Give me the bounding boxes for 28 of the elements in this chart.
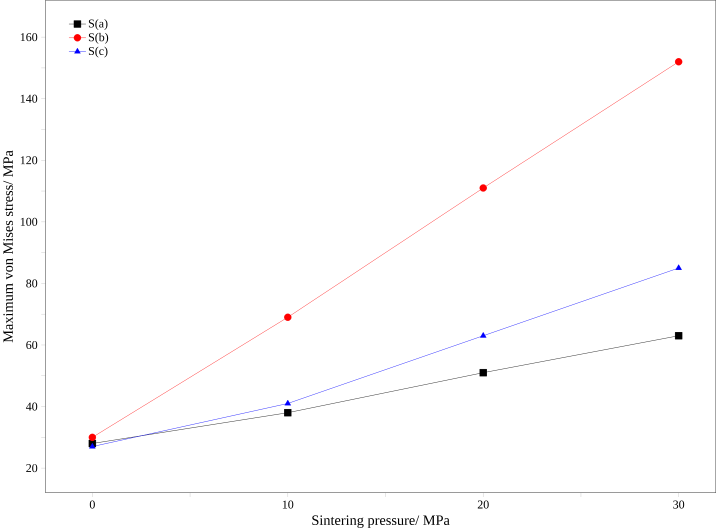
- y-tick-label: 160: [20, 32, 38, 42]
- point: [674, 332, 682, 340]
- point: [284, 408, 292, 416]
- y-tick-label: 140: [20, 94, 38, 103]
- x-axis-title: Sintering pressure/ MPa: [312, 515, 450, 528]
- point: [674, 58, 682, 66]
- y-tick-label: 100: [20, 218, 38, 226]
- x-tick-label: 30: [673, 500, 684, 508]
- legend-label: S(a): [88, 19, 108, 30]
- y-tick-label: 60: [26, 340, 38, 349]
- y-axis-title: Maximum von Mises stress/ MPa: [3, 150, 13, 342]
- legend-label: S(c): [88, 46, 108, 58]
- x-tick-label: 10: [282, 500, 294, 508]
- point: [88, 434, 96, 441]
- point: [480, 332, 486, 338]
- point: [89, 442, 96, 448]
- x-tick-label: 0: [90, 500, 95, 508]
- point: [480, 184, 487, 192]
- x-tick-label: 20: [478, 500, 489, 508]
- point: [284, 400, 292, 406]
- point: [480, 368, 487, 376]
- point: [675, 264, 682, 270]
- y-tick-label: 80: [26, 279, 38, 288]
- y-tick-label: 120: [20, 156, 38, 164]
- y-tick-label: 20: [26, 464, 38, 472]
- legend-label: S(b): [88, 32, 108, 44]
- y-tick-label: 40: [26, 402, 38, 410]
- point: [284, 313, 292, 321]
